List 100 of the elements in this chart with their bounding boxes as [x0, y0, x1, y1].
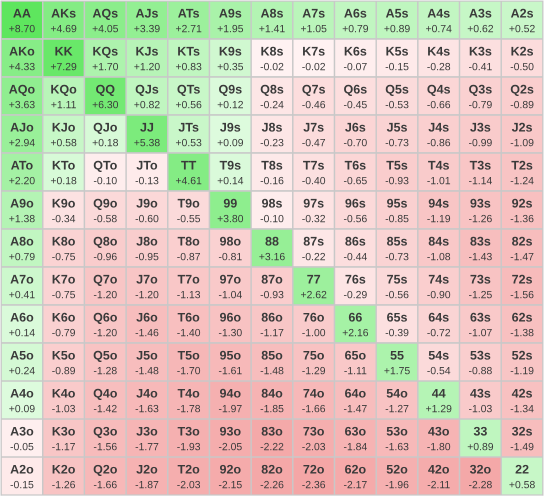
annotation: AA	[13, 8, 31, 18]
data-label: -1.30	[218, 328, 242, 336]
annotation: 86s	[345, 236, 366, 246]
annotation: J9o	[136, 198, 158, 208]
data-label: -0.45	[344, 100, 367, 108]
annotation: QTo	[94, 160, 117, 172]
annotation: 65o	[345, 350, 366, 360]
data-label: -0.46	[302, 100, 326, 108]
data-label: -1.38	[510, 328, 534, 336]
annotation: J4o	[136, 388, 158, 398]
annotation: J4s	[428, 122, 449, 132]
data-label: +0.56	[176, 100, 202, 108]
data-label: +0.24	[9, 366, 35, 374]
data-label: -0.39	[386, 328, 408, 336]
annotation: Q4o	[94, 388, 117, 400]
annotation: 73o	[303, 426, 324, 436]
data-label: +1.38	[9, 214, 35, 222]
annotation: K9s	[220, 46, 242, 56]
annotation: 32s	[512, 426, 532, 436]
annotation: A8o	[10, 236, 34, 246]
annotation: JJ	[140, 122, 154, 132]
annotation: T6o	[178, 312, 200, 322]
data-label: -0.93	[260, 290, 284, 298]
annotation: J5s	[386, 122, 407, 132]
data-label: -0.72	[427, 328, 450, 336]
data-label: +3.63	[9, 100, 35, 108]
annotation: 43s	[470, 388, 490, 398]
data-label: -0.73	[386, 252, 408, 260]
data-label: -1.17	[260, 329, 284, 336]
data-label: -0.95	[136, 252, 158, 260]
data-label: -1.85	[260, 404, 284, 412]
data-label: +0.14	[218, 176, 244, 184]
data-label: +0.09	[9, 404, 35, 412]
annotation: K3o	[52, 426, 75, 436]
data-label: -0.90	[427, 290, 450, 298]
data-label: -0.22	[302, 252, 326, 260]
annotation: 93o	[220, 426, 241, 436]
annotation: 97s	[304, 198, 324, 208]
annotation: JTs	[178, 122, 198, 132]
data-label: -2.17	[344, 480, 367, 488]
data-label: +3.80	[218, 214, 244, 222]
data-label: -1.13	[177, 290, 200, 298]
data-label: -0.41	[468, 62, 492, 70]
data-label: -0.47	[302, 138, 326, 146]
annotation: 52s	[512, 350, 532, 360]
annotation: 62o	[345, 464, 366, 474]
annotation: QQ	[96, 84, 114, 96]
annotation: 84o	[262, 388, 282, 398]
annotation: 95s	[387, 198, 407, 208]
annotation: J6s	[345, 122, 366, 132]
data-label: -0.70	[344, 138, 367, 146]
data-label: -0.05	[10, 442, 34, 450]
data-label: +0.18	[50, 176, 76, 184]
annotation: T7s	[303, 160, 324, 170]
annotation: T3o	[178, 426, 200, 436]
annotation: 75o	[303, 350, 324, 360]
annotation: 85s	[387, 236, 407, 246]
data-label: +6.30	[92, 100, 118, 108]
data-label: +4.61	[176, 176, 202, 184]
data-label: +8.70	[9, 24, 35, 32]
annotation: 95o	[220, 350, 241, 360]
annotation: Q5o	[94, 350, 117, 362]
annotation: K3s	[470, 46, 492, 56]
annotation: Q6s	[344, 84, 367, 96]
data-label: -1.66	[302, 404, 326, 412]
annotation: A8s	[260, 8, 283, 18]
data-label: -1.87	[136, 480, 158, 488]
annotation: Q9s	[219, 84, 242, 96]
annotation: T9s	[220, 160, 241, 170]
annotation: A9o	[10, 198, 34, 208]
data-label: -2.26	[260, 480, 284, 488]
data-label: +1.75	[384, 367, 410, 374]
data-label: -0.79	[468, 100, 492, 108]
data-label: -2.03	[302, 442, 326, 450]
data-label: +2.62	[301, 290, 326, 298]
data-label: -2.05	[218, 442, 242, 450]
data-label: -1.84	[344, 442, 367, 450]
data-label: -1.25	[468, 290, 492, 298]
annotation: T6s	[344, 160, 366, 170]
data-label: +1.95	[218, 24, 244, 32]
annotation: T8s	[261, 160, 282, 170]
data-label: +0.58	[50, 138, 76, 146]
annotation: J3o	[136, 426, 158, 436]
annotation: J9s	[220, 122, 240, 132]
annotation: K7s	[303, 46, 325, 56]
annotation: Q9o	[94, 198, 117, 210]
data-label: +0.09	[218, 138, 244, 146]
annotation: 73s	[470, 274, 490, 284]
annotation: 82s	[512, 236, 532, 246]
annotation: J7s	[303, 122, 324, 132]
annotation: QJo	[94, 122, 117, 134]
annotation: J7o	[136, 274, 158, 284]
data-label: -0.96	[94, 252, 117, 260]
annotation: 63s	[470, 312, 490, 322]
data-label: -1.19	[510, 366, 534, 374]
data-label: -0.28	[427, 62, 450, 70]
data-label: -0.24	[260, 100, 284, 108]
data-label: +3.16	[259, 252, 285, 260]
annotation: 88	[265, 236, 279, 246]
data-label: -1.47	[510, 253, 534, 260]
